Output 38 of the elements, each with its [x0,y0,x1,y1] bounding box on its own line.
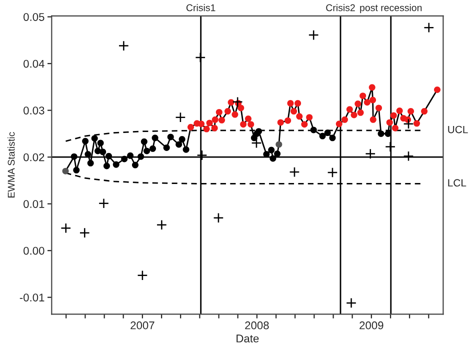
x-tick-label: 2009 [360,321,384,330]
point [365,148,376,160]
point [289,166,300,178]
point [232,96,243,108]
y-tick-label: 0.05 [24,13,44,21]
point [308,30,319,40]
point [196,150,208,160]
point [118,40,129,52]
x-axis-title: Date [236,334,259,342]
x-tick-label: 2007 [130,321,154,330]
point [98,198,110,209]
point [251,138,262,148]
y-tick-label: 0.03 [24,106,44,114]
point [346,298,357,308]
ref-line-label: Crisis2 [326,4,355,12]
point [403,118,414,130]
point [60,222,72,234]
point [213,212,224,224]
y-tick-label: 0.04 [24,60,44,68]
ref-line-label: Crisis1 [186,4,216,12]
point [79,228,90,238]
point [137,270,148,281]
point [424,22,434,33]
y-axis-title: EWMA Statistic [8,132,15,198]
point [175,112,186,123]
text: LCL [448,179,466,187]
point [156,220,167,230]
point [403,150,414,162]
x-tick-label: 2008 [245,321,269,330]
ref-line-label: post recession [360,4,422,14]
point [385,142,396,152]
text: UCL [448,126,468,134]
y-tick-label: 0.02 [24,153,44,162]
point [327,167,338,178]
point [195,52,206,63]
y-tick-label: -0.01 [20,294,44,302]
y-tick-label: 0.01 [24,200,44,208]
y-tick-label: 0.00 [24,246,44,255]
